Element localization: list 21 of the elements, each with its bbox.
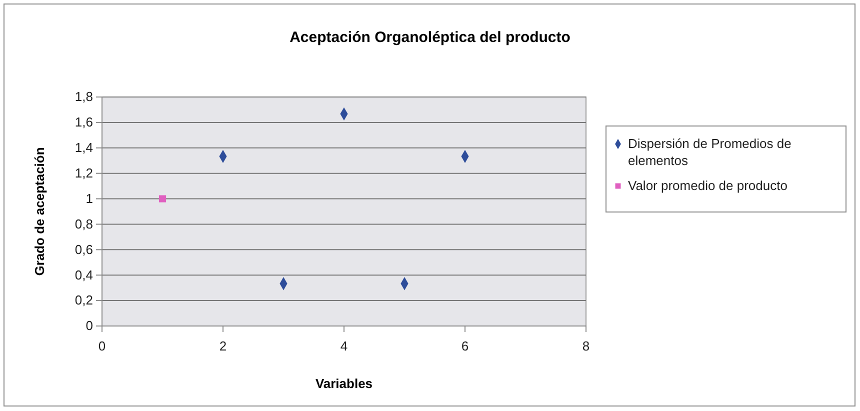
point [158,195,166,202]
y-tick-label: 1,6 [74,114,93,130]
y-tick-label: 0,6 [74,242,93,257]
y-tick-label: 1,2 [74,165,93,180]
y-tick-label: 0,8 [74,216,93,232]
x-tick-label: 6 [461,338,469,354]
y-tick-label: 0,4 [74,267,93,282]
y-tick-label: 1,4 [74,140,93,156]
y-axis-title: Grado de aceptación [32,147,47,276]
x-tick-label: 2 [219,338,227,354]
y-tick-label: 1 [86,190,93,206]
y-tick-label: 0,2 [74,292,93,308]
legend-label: Valor promedio de producto [628,178,788,193]
x-axis-title: Variables [315,376,373,391]
x-tick-label: 0 [98,338,106,354]
x-tick-label: 8 [582,338,590,354]
chart-title: Aceptación Organoléptica del producto [290,29,570,46]
x-tick-label: 4 [340,338,348,354]
legend-label: Dispersión de Promedios de elementos [628,136,792,168]
y-tick-label: 1,8 [74,89,93,104]
y-tick-label: 0 [86,318,93,334]
